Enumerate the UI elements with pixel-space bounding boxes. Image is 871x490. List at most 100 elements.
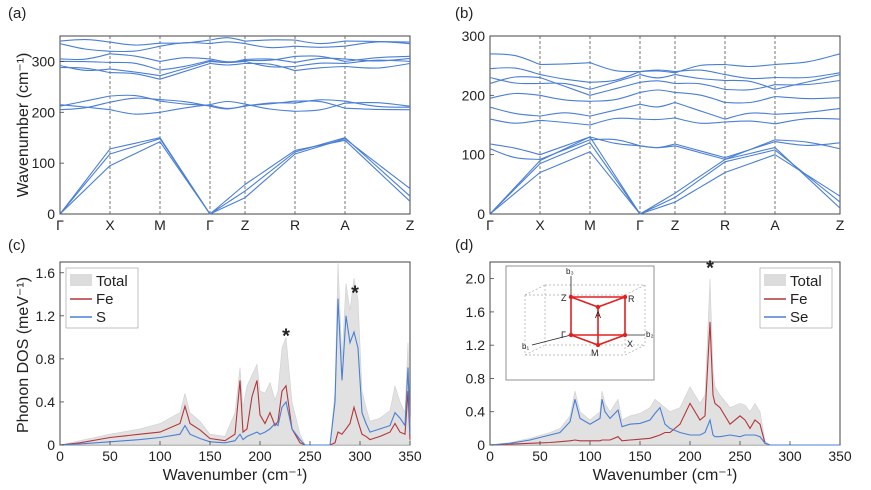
- plot-frame: [59, 35, 411, 215]
- y-tick-label: 300: [32, 53, 56, 69]
- label-m: M: [591, 348, 599, 358]
- y-axis-label: Wavenumber (cm⁻¹): [15, 53, 32, 198]
- y-tick-labels: 0 0.4 0.8 1.2 1.6 2.0: [466, 271, 494, 453]
- y-tick-labels: 0 100 200 300: [462, 28, 494, 222]
- x-tick-label: 200: [678, 448, 702, 464]
- x-tick-label: R: [290, 217, 300, 233]
- band-b11: [59, 43, 111, 52]
- x-tick-label: 250: [728, 448, 752, 464]
- legend-label-total: Total: [96, 273, 128, 290]
- band-b4: [344, 107, 411, 111]
- band-b8: [294, 62, 346, 68]
- band-b8: [109, 68, 161, 77]
- y-tick-label: 100: [32, 155, 56, 171]
- band-b10: [539, 82, 591, 90]
- y-tick-label: 200: [32, 104, 56, 120]
- wedge-edge: [570, 296, 599, 308]
- y-tick-label: 0: [47, 206, 55, 222]
- annotations: *: [706, 257, 714, 279]
- x-tick-label: Γ: [56, 217, 64, 233]
- band-b10: [109, 53, 161, 62]
- inset-frame: [505, 265, 655, 381]
- symmetry-points: [568, 294, 628, 348]
- band-b7: [244, 62, 296, 72]
- band-ta2: [539, 142, 591, 165]
- x-tick-label: Z: [406, 217, 415, 233]
- band-b9: [344, 57, 411, 62]
- annotations: **: [282, 283, 359, 348]
- band-b7: [489, 106, 541, 117]
- x-tick-label: M: [584, 217, 596, 233]
- band-b8: [59, 64, 111, 72]
- band-b12: [539, 62, 591, 66]
- y-tick-label: 0.4: [466, 404, 486, 420]
- band-b6: [59, 104, 111, 111]
- point-x: [622, 332, 628, 338]
- band-ta1: [539, 151, 591, 174]
- band-b12: [489, 53, 541, 66]
- band-b11: [109, 45, 161, 53]
- axis-b3-label: b₃: [566, 267, 574, 276]
- x-tick-label: Γ: [636, 217, 644, 233]
- y-tick-labels: 0 0.4 0.8 1.2 1.6: [36, 265, 64, 453]
- band-la: [244, 149, 296, 185]
- band-b9: [109, 61, 161, 71]
- legend-swatch-total: [764, 274, 786, 286]
- band-ta1: [109, 141, 161, 167]
- band-b7: [589, 103, 641, 117]
- y-tick-labels: 0 100 200 300: [32, 53, 64, 222]
- band-la: [209, 184, 246, 215]
- x-tick-label: 100: [578, 448, 602, 464]
- x-tick-label: Z: [241, 217, 250, 233]
- band-b5: [724, 141, 776, 159]
- band-b5: [774, 141, 841, 146]
- band-b11: [489, 67, 541, 76]
- legend-label-se: Se: [790, 309, 808, 326]
- band-la: [159, 137, 211, 215]
- band-b12: [724, 63, 776, 68]
- band-b6: [294, 102, 346, 112]
- band-b7: [209, 62, 246, 66]
- x-tick-label: 200: [248, 448, 272, 464]
- band-b10: [774, 74, 841, 90]
- band-b12: [244, 39, 296, 42]
- band-ta1: [674, 172, 726, 203]
- band-b5: [589, 136, 641, 147]
- y-tick-label: 1.2: [36, 308, 56, 324]
- band-b9: [294, 57, 346, 63]
- band-b9: [159, 59, 211, 71]
- band-b7: [59, 66, 111, 74]
- y-tick-label: 1.6: [466, 304, 486, 320]
- phonon-bands: [489, 53, 841, 215]
- band-b10: [59, 53, 111, 61]
- band-b9: [489, 76, 541, 85]
- band-b9: [244, 58, 296, 63]
- band-ta1: [209, 197, 246, 215]
- band-b5: [109, 94, 161, 102]
- band-b12: [344, 40, 411, 43]
- band-b10: [589, 74, 641, 90]
- legend-label-total: Total: [790, 273, 822, 290]
- panel-c-dos: 00.40.81.21.6 0 50 100 150 200 250 300 350 ** T…: [15, 261, 422, 484]
- panel-d-dos: 0 0.4 0.8 1.2 1.6 2.0 0 50 100 150 200 250 300 350 *…: [466, 257, 852, 484]
- y-tick-label: 100: [462, 147, 486, 163]
- band-b5: [59, 95, 111, 107]
- x-tick-label: M: [154, 217, 166, 233]
- band-b9: [639, 80, 676, 85]
- high-symmetry-lines: [539, 36, 776, 214]
- band-b9: [59, 60, 111, 63]
- band-b8: [244, 60, 296, 68]
- x-tick-label: 350: [398, 448, 422, 464]
- panel-label-b: (b): [455, 5, 473, 22]
- panel-b-dispersion: 0 100 200 300 Γ X M Γ Z R A Z: [462, 28, 845, 233]
- band-ta1: [589, 151, 641, 215]
- band-b9: [209, 58, 246, 64]
- legend-swatch-total: [70, 274, 92, 286]
- dos-s-line: [59, 298, 411, 446]
- band-b6: [639, 117, 676, 121]
- y-tick-label: 0.8: [36, 351, 56, 367]
- panel-a-dispersion: 0 100 200 300 Γ X M Γ Z R A Z Wavenumber (cm⁻¹): [15, 35, 415, 233]
